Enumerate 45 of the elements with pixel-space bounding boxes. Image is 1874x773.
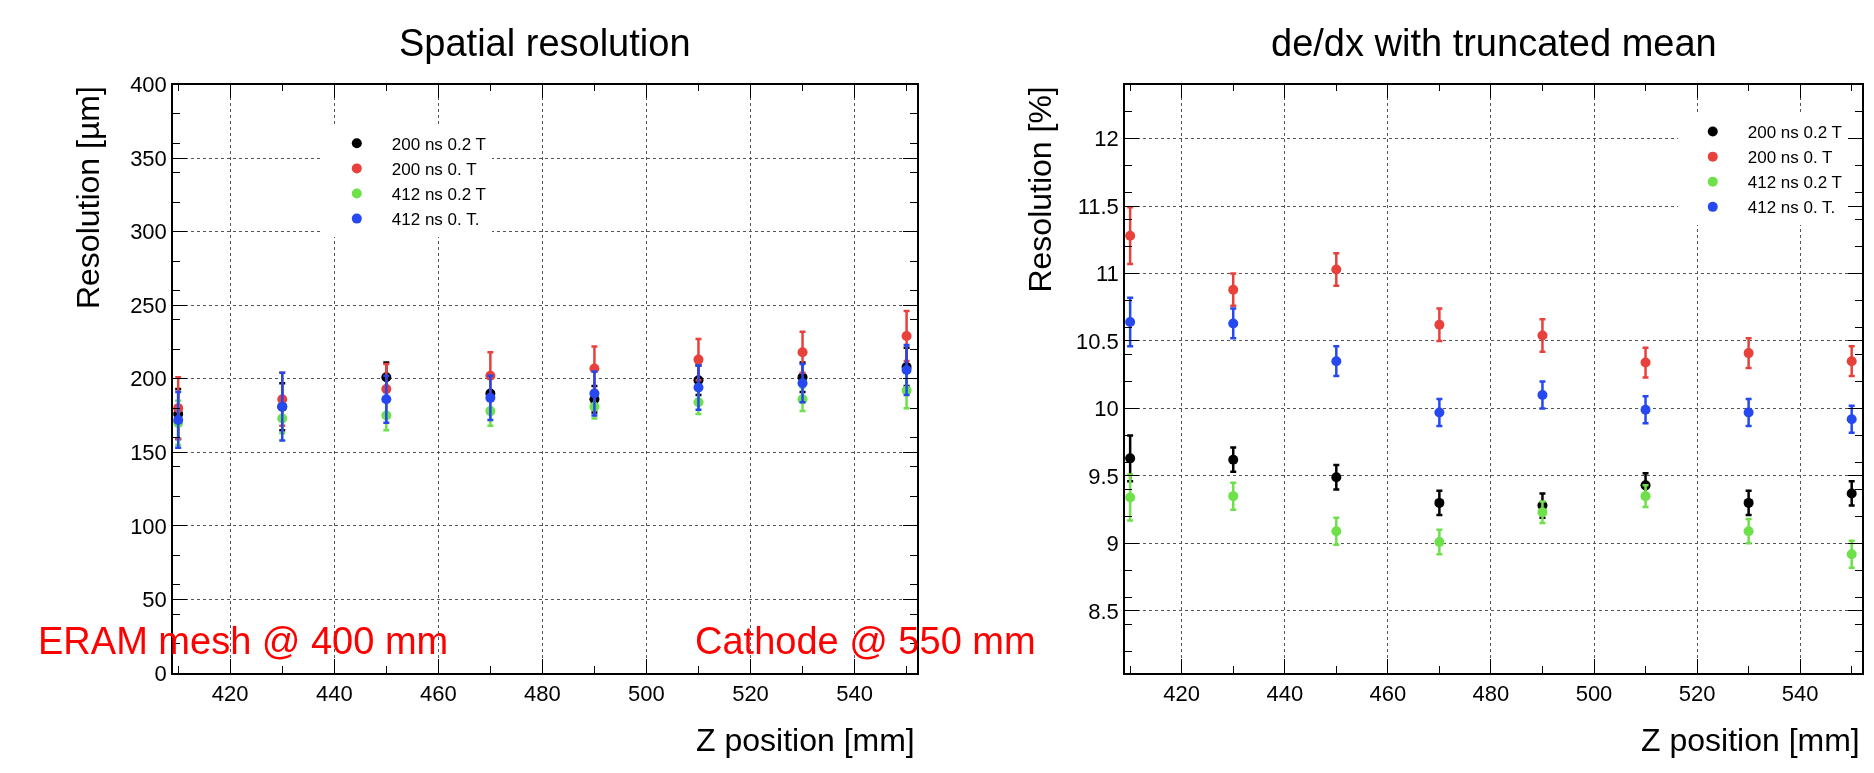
- x-tick-label: 460: [419, 681, 457, 707]
- y-tick-label: 50: [142, 587, 167, 613]
- legend-label: 200 ns 0.2 T: [1747, 123, 1842, 143]
- y-tick-label: 9.5: [1088, 463, 1119, 489]
- x-axis-title: Z position [mm]: [696, 722, 915, 758]
- x-tick-label: 480: [524, 681, 561, 707]
- y-tick-label: 12: [1094, 126, 1119, 152]
- x-axis-title: Z position [mm]: [1641, 722, 1860, 758]
- legend-label: 412 ns 0.2 T: [391, 185, 486, 205]
- legend-label: 412 ns 0.2 T: [1747, 173, 1842, 193]
- y-tick-label: 11: [1096, 261, 1119, 287]
- x-tick-label: 500: [1575, 681, 1613, 707]
- x-tick-label: 540: [1781, 681, 1819, 707]
- y-tick-label: 250: [130, 292, 167, 318]
- y-tick-label: 300: [130, 219, 167, 245]
- y-tick-label: 400: [130, 72, 167, 98]
- y-tick-label: 200: [130, 366, 167, 392]
- legend-label: 200 ns 0.2 T: [391, 134, 486, 154]
- legend-label: 200 ns 0. T: [1747, 148, 1833, 168]
- y-tick-label: 11.5: [1077, 193, 1119, 219]
- y-axis-title: Resolution [%]: [1022, 86, 1059, 293]
- x-tick-label: 520: [732, 681, 769, 707]
- y-tick-label: 9: [1106, 531, 1119, 557]
- legend-label: 200 ns 0. T: [391, 160, 477, 180]
- legend-label: 412 ns 0. T.: [391, 210, 480, 230]
- x-tick-label: 440: [1266, 681, 1304, 707]
- x-tick-label: 480: [1472, 681, 1510, 707]
- x-tick-label: 420: [1163, 681, 1201, 707]
- x-tick-label: 460: [1369, 681, 1407, 707]
- y-tick-label: 8.5: [1088, 598, 1119, 624]
- chart-title: de/dx with truncated mean: [1271, 22, 1717, 64]
- y-axis-title: Resolution [µm]: [69, 86, 106, 310]
- x-tick-label: 500: [628, 681, 665, 707]
- y-tick-label: 150: [130, 439, 167, 465]
- legend-label: 412 ns 0. T.: [1747, 198, 1836, 218]
- y-tick-label: 350: [130, 145, 167, 171]
- chart-title: Spatial resolution: [399, 22, 691, 64]
- y-tick-label: 10: [1094, 396, 1119, 422]
- y-tick-label: 0: [154, 660, 167, 686]
- x-tick-label: 520: [1678, 681, 1716, 707]
- y-tick-label: 100: [130, 513, 167, 539]
- x-tick-label: 540: [836, 681, 873, 707]
- x-tick-label: 420: [211, 681, 249, 707]
- x-tick-label: 440: [315, 681, 353, 707]
- y-tick-label: 10.5: [1076, 328, 1119, 354]
